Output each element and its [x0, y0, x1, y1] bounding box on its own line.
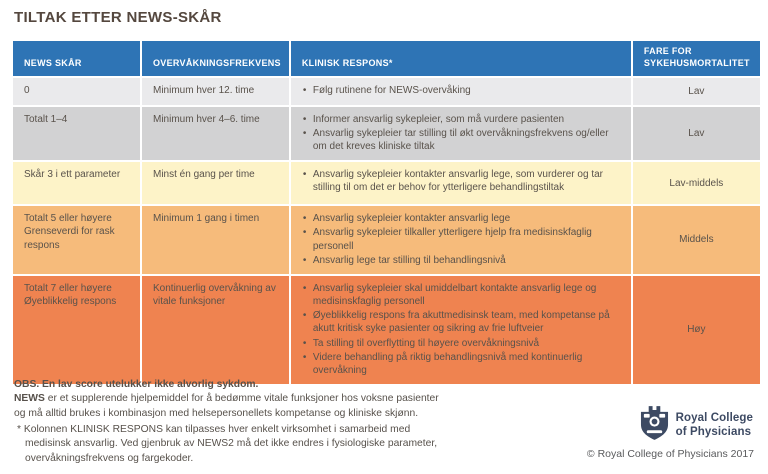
score-text: 0 [24, 85, 30, 97]
response-item: Informer ansvarlig sykepleier, som må vu… [302, 113, 623, 126]
frequency-cell: Minimum hver 4–6. time [142, 106, 289, 161]
frequency-cell: Minimum 1 gang i timen [142, 206, 289, 274]
score-cell: Totalt 7 eller høyere Øyeblikkelig respo… [13, 275, 140, 385]
risk-cell: Lav [632, 106, 760, 161]
obs-note: OBS. En lav score utelukker ikke alvorli… [14, 378, 484, 421]
table-header-row: NEWS SKÅR OVERVÅKNINGSFREKVENS KLINISK R… [13, 41, 760, 77]
response-item: Ansvarlig sykepleier skal umiddelbart ko… [302, 282, 623, 308]
score-text: Totalt 7 eller høyere [24, 282, 112, 294]
news-bold-word: NEWS [14, 393, 45, 405]
response-item: Følg rutinene for NEWS-overvåking [302, 84, 623, 97]
risk-cell: Lav-middels [632, 162, 760, 205]
table-row: Skår 3 i ett parameter Minst én gang per… [13, 162, 760, 205]
obs-note-line2: NEWS er et supplerende hjelpemiddel for … [14, 393, 439, 405]
obs-note-line3: og må alltid brukes i kombinasjon med he… [14, 407, 419, 419]
risk-cell: Høy [632, 275, 760, 385]
score-text: Øyeblikkelig respons [24, 296, 117, 308]
rcp-logo-text: Royal College of Physicians [675, 412, 753, 438]
rcp-logo: Royal College of Physicians [640, 405, 753, 446]
frequency-cell: Minst én gang per time [142, 162, 289, 205]
copyright-text: © Royal College of Physicians 2017 [586, 448, 754, 460]
score-text: Skår 3 i ett parameter [24, 169, 121, 181]
score-cell: 0 [13, 78, 140, 105]
header-mortality-risk: FARE FOR SYKEHUSMORTALITET [632, 41, 760, 77]
table-row: Totalt 1–4 Minimum hver 4–6. time Inform… [13, 106, 760, 161]
score-cell: Totalt 1–4 [13, 106, 140, 161]
score-cell: Skår 3 i ett parameter [13, 162, 140, 205]
response-item: Videre behandling på riktig behandlingsn… [302, 351, 623, 377]
page-title: TILTAK ETTER NEWS-SKÅR [14, 9, 222, 26]
response-cell: Ansvarlig sykepleier kontakter ansvarlig… [290, 162, 631, 205]
response-item: Ansvarlig lege tar stilling til behandli… [302, 254, 623, 267]
obs-note-line1: OBS. En lav score utelukker ikke alvorli… [14, 379, 259, 390]
response-item: Ansvarlig sykepleier tilkaller ytterlige… [302, 226, 623, 252]
score-text: Totalt 1–4 [24, 113, 68, 125]
frequency-cell: Kontinuerlig overvåkning av vitale funks… [142, 275, 289, 385]
header-news-score: NEWS SKÅR [13, 41, 140, 77]
risk-cell: Lav [632, 78, 760, 105]
header-clinical-response: KLINISK RESPONS* [290, 41, 631, 77]
response-item: Ta stilling til overflytting til høyere … [302, 337, 623, 350]
footnote-line3: overvåkningsfrekvens og fargekoder. [25, 452, 194, 464]
frequency-cell: Minimum hver 12. time [142, 78, 289, 105]
score-cell: Totalt 5 eller høyere Grenseverdi for ra… [13, 206, 140, 274]
response-item: Ansvarlig sykepleier tar stilling til øk… [302, 127, 623, 153]
footnote-line1: * Kolonnen KLINISK RESPONS kan tilpasses… [17, 424, 411, 435]
response-cell: Ansvarlig sykepleier skal umiddelbart ko… [290, 275, 631, 385]
response-cell: Følg rutinene for NEWS-overvåking [290, 78, 631, 105]
news-score-table: NEWS SKÅR OVERVÅKNINGSFREKVENS KLINISK R… [11, 39, 762, 386]
response-cell: Informer ansvarlig sykepleier, som må vu… [290, 106, 631, 161]
table-row: Totalt 5 eller høyere Grenseverdi for ra… [13, 206, 760, 274]
table-row: 0 Minimum hver 12. time Følg rutinene fo… [13, 78, 760, 105]
response-item: Ansvarlig sykepleier kontakter ansvarlig… [302, 212, 623, 225]
response-item: Ansvarlig sykepleier kontakter ansvarlig… [302, 168, 623, 194]
response-item: Øyeblikkelig respons fra akuttmedisinsk … [302, 309, 623, 335]
response-cell: Ansvarlig sykepleier kontakter ansvarlig… [290, 206, 631, 274]
asterisk-footnote: * Kolonnen KLINISK RESPONS kan tilpasses… [17, 423, 487, 466]
table-row: Totalt 7 eller høyere Øyeblikkelig respo… [13, 275, 760, 385]
rcp-crest-icon [640, 405, 669, 446]
header-frequency: OVERVÅKNINGSFREKVENS [142, 41, 289, 77]
score-text: Totalt 5 eller høyere [24, 213, 112, 225]
risk-cell: Middels [632, 206, 760, 274]
footnote-line2: medisinsk ansvarlig. Ved gjenbruk av NEW… [25, 438, 438, 450]
score-text: Grenseverdi for rask respons [24, 226, 115, 251]
